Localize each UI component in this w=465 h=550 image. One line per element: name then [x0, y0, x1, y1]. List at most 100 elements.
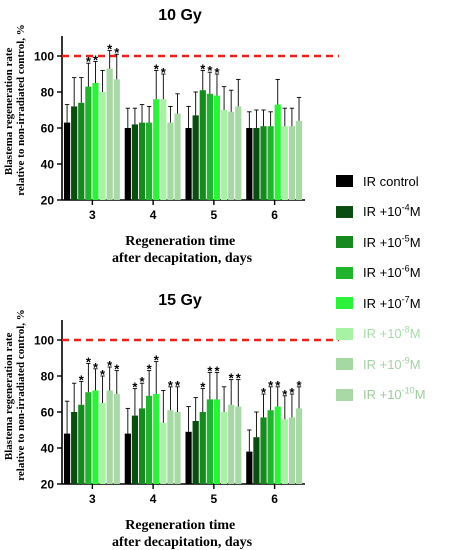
bar: [167, 122, 174, 200]
chart-10gy: 10 Gy Blastema regeneration rate relativ…: [3, 7, 339, 266]
legend-label-exponent: -4: [401, 202, 410, 213]
legend-item: IR +10-10M: [336, 380, 464, 411]
legend-label-exponent: -6: [401, 263, 410, 274]
bar: [213, 95, 221, 200]
significance-star: *: [86, 54, 92, 69]
bar: [124, 128, 131, 200]
significance-star: *: [132, 380, 138, 395]
bar: [63, 122, 71, 200]
legend-label-exponent: -9: [401, 355, 410, 366]
bar: [92, 83, 99, 200]
significance-star: *: [229, 371, 235, 386]
bar: [146, 395, 153, 484]
legend-item: IR +10-5M: [336, 227, 464, 258]
legend-label: IR +10-7M: [363, 294, 421, 311]
bar: [228, 404, 235, 484]
bar: [106, 390, 113, 484]
significance-star: *: [261, 385, 267, 400]
significance-star: *: [207, 63, 213, 78]
x-axis-label: Regeneration time after decapitation, da…: [112, 234, 253, 266]
significance-star: *: [200, 380, 206, 395]
bar: [99, 92, 106, 200]
legend-label: IR +10-6M: [363, 263, 421, 281]
bar: [288, 417, 296, 484]
bar: [199, 412, 206, 484]
legend-label-exponent: -8: [401, 324, 410, 335]
legend-label-exponent: -5: [401, 233, 410, 244]
significance-star: *: [154, 61, 160, 76]
significance-star: *: [93, 360, 99, 375]
bar: [213, 399, 221, 484]
bar: [113, 79, 120, 200]
y-tick-label: 60: [41, 122, 55, 136]
bar: [138, 408, 146, 484]
significance-star: *: [200, 61, 206, 76]
bar: [281, 419, 288, 484]
y-tick-label: 20: [41, 194, 55, 208]
bar: [85, 86, 92, 200]
significance-star: *: [161, 65, 167, 80]
bar: [124, 433, 131, 484]
significance-star: *: [275, 378, 281, 393]
y-axis-label-line1: Blastema regeneration rate: [3, 333, 15, 461]
legend-swatch: [336, 236, 353, 249]
bar: [267, 410, 274, 484]
significance-star: *: [114, 45, 120, 60]
bar: [131, 415, 139, 484]
significance-star: *: [175, 378, 181, 393]
legend-label-exponent: -7: [401, 294, 410, 305]
legend-label-unit: M: [409, 234, 421, 250]
legend-swatch: [336, 388, 353, 401]
significance-star: *: [207, 363, 213, 378]
bar: [206, 399, 213, 484]
x-axis-label-line2: after decapitation, days: [112, 535, 253, 550]
x-tick-label: 3: [89, 208, 96, 222]
significance-star: *: [107, 358, 113, 373]
bar: [235, 406, 242, 484]
bar: [253, 437, 260, 484]
bar: [295, 408, 303, 484]
legend-item: IR +10-7M: [336, 288, 464, 319]
bar: [274, 406, 281, 484]
significance-star: *: [79, 372, 85, 387]
bar: [106, 68, 113, 200]
significance-star: *: [154, 353, 160, 368]
bar: [267, 126, 274, 200]
bar: [153, 394, 160, 484]
significance-star: *: [289, 385, 295, 400]
legend-item: IR +10-6M: [336, 258, 464, 289]
legend-label-base: IR +10: [363, 265, 402, 281]
x-tick-label: 5: [211, 208, 218, 222]
bar: [174, 412, 181, 484]
legend-label: IR +10-4M: [363, 202, 421, 220]
y-axis-label-line2: relative to non-irradiated control, %: [15, 309, 27, 481]
significance-star: *: [296, 378, 302, 393]
y-tick-label: 100: [34, 50, 54, 64]
bar: [185, 128, 192, 200]
bar: [153, 99, 160, 200]
significance-star: *: [107, 42, 113, 57]
y-tick-label: 100: [34, 334, 54, 348]
significance-star: *: [86, 354, 92, 369]
y-axis-label-line2: relative to non-irradiated control, %: [15, 24, 27, 196]
significance-star: *: [147, 362, 153, 377]
bar: [235, 106, 242, 200]
y-tick-label: 40: [41, 158, 55, 172]
bar: [220, 412, 228, 484]
legend-item: IR +10-9M: [336, 349, 464, 380]
legend-item: IR +10-4M: [336, 197, 464, 228]
legend-label-base: IR +10: [363, 204, 402, 220]
bar: [78, 404, 85, 484]
significance-star: *: [214, 65, 220, 80]
significance-star: *: [100, 367, 106, 382]
bar: [78, 102, 85, 200]
significance-star: *: [114, 362, 120, 377]
legend-label-base: IR +10: [363, 295, 402, 311]
y-tick-label: 80: [41, 370, 55, 384]
legend-label-base: IR +10: [363, 234, 402, 250]
y-axis-label: Blastema regeneration rate relative to n…: [3, 309, 27, 481]
legend-swatch: [336, 327, 353, 340]
y-axis-label: Blastema regeneration rate relative to n…: [3, 24, 27, 196]
legend-label: IR +10-10M: [363, 386, 426, 402]
